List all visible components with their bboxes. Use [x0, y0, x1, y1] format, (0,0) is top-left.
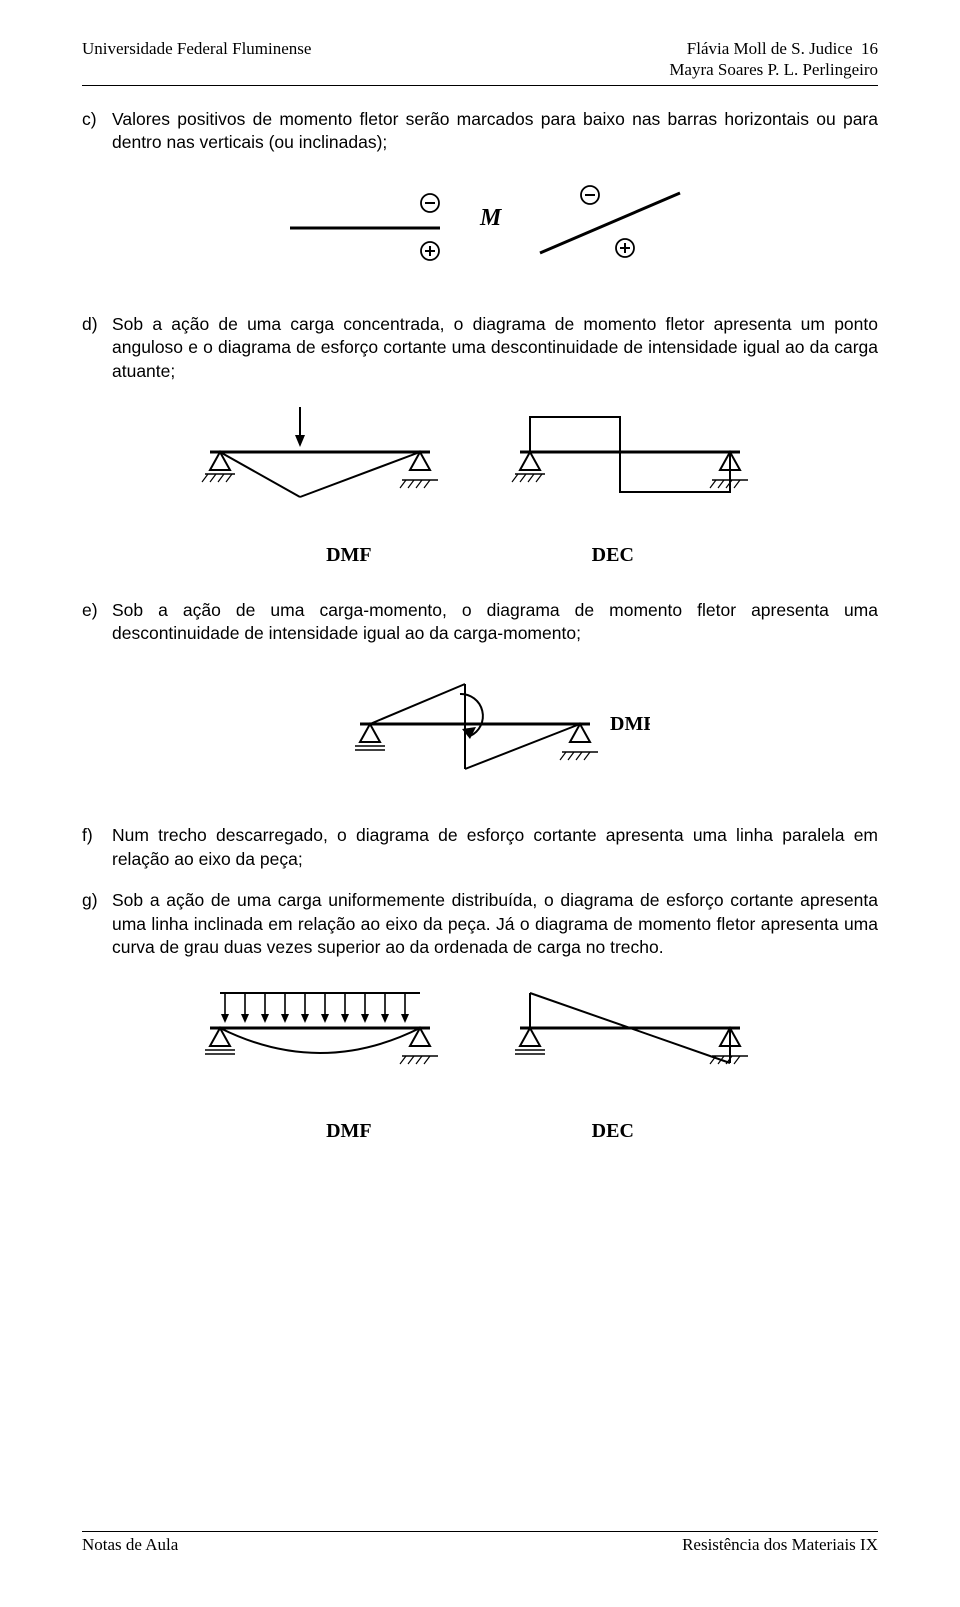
- item-f-marker: f): [82, 824, 112, 871]
- footer-left: Notas de Aula: [82, 1535, 178, 1555]
- item-d-text: Sob a ação de uma carga concentrada, o d…: [112, 313, 878, 384]
- figure-sign-convention: M: [82, 173, 878, 283]
- item-f: f) Num trecho descarregado, o diagrama d…: [82, 824, 878, 871]
- page-header: Universidade Federal Fluminense Flávia M…: [82, 38, 878, 81]
- author-2: Mayra Soares P. L. Perlingeiro: [669, 60, 878, 79]
- footer-divider: [82, 1531, 878, 1532]
- item-d-marker: d): [82, 313, 112, 384]
- footer-right: Resistência dos Materiais IX: [682, 1535, 878, 1555]
- item-e: e) Sob a ação de uma carga-momento, o di…: [82, 599, 878, 646]
- item-e-marker: e): [82, 599, 112, 646]
- item-g: g) Sob a ação de uma carga uniformemente…: [82, 889, 878, 960]
- item-c-text: Valores positivos de momento fletor serã…: [112, 108, 878, 155]
- figure-concentrated-labels: DMF DEC: [82, 542, 878, 569]
- author-block: Flávia Moll de S. Judice 16 Mayra Soares…: [669, 38, 878, 81]
- page-number: 16: [861, 39, 878, 58]
- figure-distributed-load: DMF DEC: [82, 978, 878, 1145]
- page-footer: Notas de Aula Resistência dos Materiais …: [82, 1531, 878, 1555]
- item-f-text: Num trecho descarregado, o diagrama de e…: [112, 824, 878, 871]
- label-dec-2: DEC: [592, 1118, 634, 1145]
- header-divider: [82, 85, 878, 86]
- svg-text:DMF: DMF: [610, 713, 650, 735]
- item-g-marker: g): [82, 889, 112, 960]
- author-1: Flávia Moll de S. Judice: [687, 39, 853, 58]
- figure-concentrated-load: DMF DEC: [82, 402, 878, 569]
- figure-distributed-labels: DMF DEC: [82, 1118, 878, 1145]
- item-g-text: Sob a ação de uma carga uniformemente di…: [112, 889, 878, 960]
- sign-convention-svg: M: [230, 173, 730, 283]
- label-dec-1: DEC: [592, 542, 634, 569]
- item-d: d) Sob a ação de uma carga concentrada, …: [82, 313, 878, 384]
- item-c: c) Valores positivos de momento fletor s…: [82, 108, 878, 155]
- distributed-load-svg: [170, 978, 790, 1108]
- concentrated-load-svg: [170, 402, 790, 532]
- item-c-marker: c): [82, 108, 112, 155]
- institution-name: Universidade Federal Fluminense: [82, 38, 311, 81]
- moment-load-svg: DMF: [310, 664, 650, 794]
- content-body: c) Valores positivos de momento fletor s…: [82, 108, 878, 1146]
- item-e-text: Sob a ação de uma carga-momento, o diagr…: [112, 599, 878, 646]
- figure-moment-load: DMF: [82, 664, 878, 794]
- label-dmf-1: DMF: [326, 542, 372, 569]
- label-dmf-2: DMF: [326, 1118, 372, 1145]
- svg-text:M: M: [479, 205, 503, 231]
